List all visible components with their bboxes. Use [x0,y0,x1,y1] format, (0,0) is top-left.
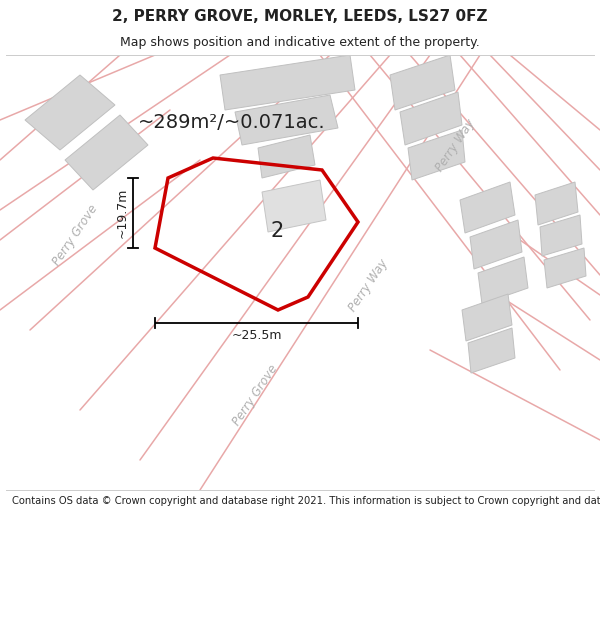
Text: 2: 2 [271,221,284,241]
Polygon shape [540,215,582,256]
Polygon shape [460,182,515,233]
Polygon shape [390,55,455,110]
Polygon shape [235,95,338,145]
Text: Perry Grove: Perry Grove [50,202,100,268]
Polygon shape [468,328,515,373]
Polygon shape [220,55,355,110]
Text: Perry Grove: Perry Grove [230,362,280,428]
Text: 2, PERRY GROVE, MORLEY, LEEDS, LS27 0FZ: 2, PERRY GROVE, MORLEY, LEEDS, LS27 0FZ [112,9,488,24]
Polygon shape [408,130,465,180]
Polygon shape [535,182,578,225]
Text: Map shows position and indicative extent of the property.: Map shows position and indicative extent… [120,36,480,49]
Text: Perry Way: Perry Way [433,116,477,174]
Polygon shape [258,135,315,178]
Text: ~289m²/~0.071ac.: ~289m²/~0.071ac. [138,112,326,131]
Polygon shape [462,294,512,341]
Polygon shape [65,115,148,190]
Text: Perry Way: Perry Way [346,256,390,314]
Text: ~19.7m: ~19.7m [116,188,129,238]
Polygon shape [544,248,586,288]
Text: ~25.5m: ~25.5m [231,329,282,342]
Polygon shape [25,75,115,150]
Polygon shape [478,257,528,304]
Polygon shape [470,220,522,269]
Text: Contains OS data © Crown copyright and database right 2021. This information is : Contains OS data © Crown copyright and d… [12,496,600,506]
Polygon shape [262,180,326,232]
Polygon shape [400,92,462,145]
